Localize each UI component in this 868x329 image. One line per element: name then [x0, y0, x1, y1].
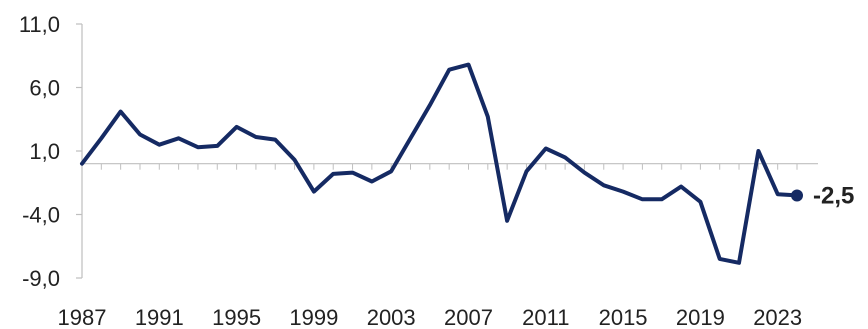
- y-tick-label: 6,0: [29, 76, 60, 101]
- x-tick-label: 2023: [753, 305, 802, 329]
- x-tick-label: 2011: [522, 305, 569, 329]
- end-value-label: -2,5: [813, 182, 854, 209]
- x-tick-label: 2015: [599, 305, 648, 329]
- series-line: [80, 62, 799, 265]
- x-tick-label: 2003: [367, 305, 416, 329]
- x-tick-label: 2019: [676, 305, 725, 329]
- end-point-marker: [791, 189, 803, 202]
- x-tick-label: 1999: [289, 305, 338, 329]
- x-tick-label: 1987: [58, 305, 107, 329]
- y-tick-label: -9,0: [22, 266, 60, 291]
- x-tick-label: 2007: [444, 305, 493, 329]
- x-axis-tick-labels: 1987 1991 1995 1999 2003 2007 2011 2015 2019 2023: [58, 305, 803, 329]
- y-tick-label: 11,0: [19, 12, 60, 37]
- y-tick-label: -4,0: [22, 203, 60, 228]
- y-axis-tick-labels: 11,0 6,0 1,0 -4,0 -9,0: [19, 12, 60, 291]
- series-group: [80, 62, 799, 265]
- x-tick-label: 1995: [212, 305, 261, 329]
- y-tick-label: 1,0: [29, 139, 60, 164]
- end-marker-group: -2,5: [791, 182, 854, 209]
- chart-axes: [76, 23, 818, 279]
- x-tick-label: 1991: [135, 305, 184, 329]
